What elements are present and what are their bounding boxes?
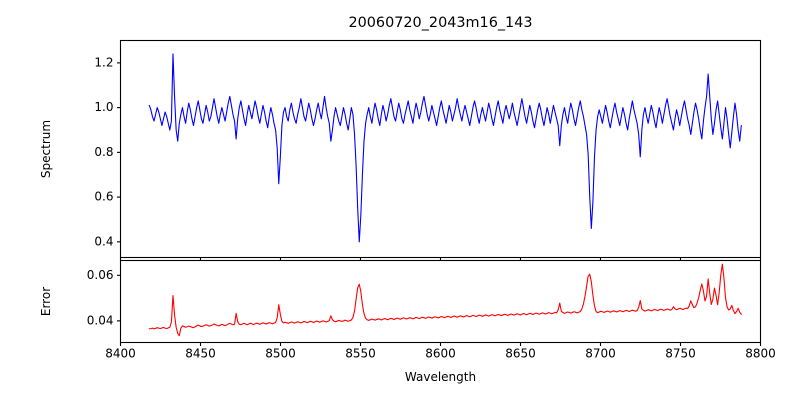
error-x-axis-label: 8700: [585, 346, 616, 360]
error-x-axis-label: 8600: [425, 346, 456, 360]
error-y-axis-label: 0.04: [87, 313, 114, 327]
spectrum-panel-frame: [119, 39, 762, 259]
error-y-axis: 0.04 0.06: [87, 268, 121, 327]
error-panel-frame-border: [119, 259, 762, 344]
spectrum-y-axis-label: 0.4: [94, 234, 113, 248]
spectrum-panel-frame-border: [119, 39, 762, 259]
error-panel-frame: [119, 259, 762, 344]
error-x-axis-label: 8500: [265, 346, 296, 360]
error-x-axis-label: 8400: [105, 346, 136, 360]
error-x-axis: 8400 8450 8500 8550 8600 8650 8700 8750 8800: [105, 342, 776, 360]
spectrum-y-axis-label: 1.2: [94, 55, 113, 69]
error-x-axis-label: 8800: [745, 346, 776, 360]
error-x-axis-label: 8550: [345, 346, 376, 360]
spectrum-y-axis-label: 1.0: [94, 100, 113, 114]
x-axis-label: Wavelength: [405, 370, 476, 384]
spectrum-line: [148, 53, 742, 243]
error-line: [148, 263, 742, 337]
spectrum-y-axis-label: 0.8: [94, 145, 113, 159]
spectrum-y-axis-label: 0.6: [94, 190, 113, 204]
figure-title: 20060720_2043m16_143: [348, 15, 532, 31]
error-y-axis-label: 0.06: [87, 268, 114, 282]
error-y-axis-label: Error: [39, 287, 53, 316]
spectrum-y-axis-label: Spectrum: [39, 120, 53, 178]
spectrum-y-axis: 0.4 0.6 0.8 1.0 1.2: [94, 55, 121, 248]
error-x-axis-label: 8650: [505, 346, 536, 360]
error-x-axis-label: 8450: [185, 346, 216, 360]
error-x-axis-label: 8750: [665, 346, 696, 360]
